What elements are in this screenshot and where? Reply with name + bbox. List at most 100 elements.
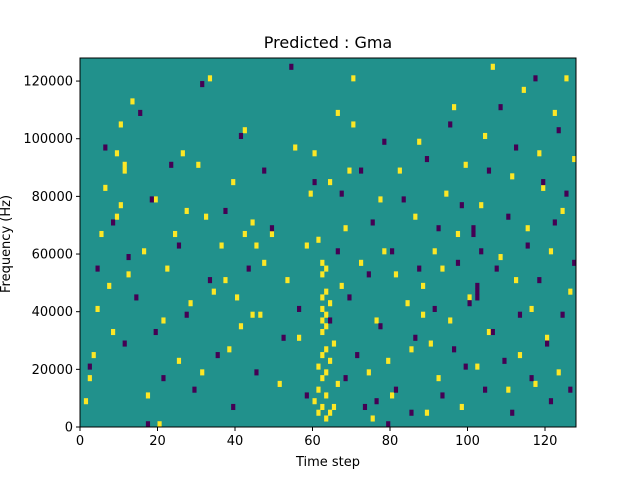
heatmap-cell-high xyxy=(304,242,309,249)
heatmap-cell-low xyxy=(560,311,565,318)
heatmap-cell-high xyxy=(320,403,325,411)
heatmap-cell-low xyxy=(386,421,391,428)
heatmap-cell-low xyxy=(161,375,166,382)
heatmap-cell-low xyxy=(541,179,546,186)
heatmap-cell-high xyxy=(514,277,519,284)
heatmap-cell-low xyxy=(374,398,379,405)
y-axis-label: Frequency (Hz) xyxy=(0,195,14,293)
heatmap-cell-high xyxy=(161,317,166,324)
heatmap-cell-high xyxy=(126,271,131,278)
heatmap-cell-high xyxy=(320,375,325,382)
heatmap-cell-high xyxy=(316,409,321,416)
heatmap-cell-high xyxy=(548,248,554,255)
heatmap-cell-high xyxy=(122,167,127,174)
heatmap-cell-high xyxy=(568,288,573,295)
heatmap-cell-high xyxy=(238,323,244,330)
y-tick-label: 0 xyxy=(65,421,73,436)
heatmap-cell-high xyxy=(188,300,193,307)
heatmap-cell-high xyxy=(490,63,495,70)
plot-area xyxy=(80,58,577,428)
heatmap-cell-high xyxy=(397,167,402,174)
heatmap-cell-high xyxy=(269,230,275,238)
heatmap-cell-high xyxy=(173,230,178,238)
heatmap-cell-high xyxy=(200,369,205,376)
heatmap-cell-low xyxy=(215,352,220,359)
heatmap-cell-high xyxy=(324,265,329,272)
heatmap-cell-high xyxy=(525,225,530,232)
heatmap-cell-high xyxy=(393,271,399,278)
heatmap-cell-low xyxy=(347,294,352,301)
heatmap-cell-high xyxy=(114,213,120,220)
heatmap-cell-low xyxy=(362,403,368,411)
heatmap-cell-high xyxy=(122,161,127,168)
heatmap-cell-high xyxy=(157,421,162,428)
heatmap-cell-high xyxy=(204,213,209,220)
heatmap-cell-high xyxy=(83,398,89,405)
heatmap-cell-low xyxy=(568,386,573,393)
heatmap-cell-low xyxy=(467,300,472,307)
heatmap-cell-high xyxy=(293,144,298,151)
heatmap-cell-high xyxy=(351,75,356,82)
heatmap-cell-low xyxy=(452,346,457,353)
heatmap-cell-low xyxy=(192,386,197,393)
heatmap-cell-high xyxy=(324,369,329,376)
heatmap-cell-low xyxy=(176,242,182,249)
heatmap-cell-high xyxy=(114,150,120,157)
x-tick-label: 80 xyxy=(382,434,399,449)
heatmap-cell-high xyxy=(529,305,534,312)
y-tick-label: 120000 xyxy=(23,75,73,90)
heatmap-cell-high xyxy=(324,288,329,295)
heatmap-cell-low xyxy=(238,132,244,140)
heatmap-cell-high xyxy=(467,294,472,301)
heatmap-cell-high xyxy=(564,75,569,82)
heatmap-cell-low xyxy=(552,219,557,226)
heatmap-cell-low xyxy=(498,104,503,111)
heatmap-cell-low xyxy=(475,288,480,295)
heatmap-cell-high xyxy=(382,248,387,255)
heatmap-cell-high xyxy=(409,346,414,353)
heatmap-cell-high xyxy=(552,109,557,116)
heatmap-cell-low xyxy=(382,138,387,145)
heatmap-cell-high xyxy=(328,179,333,186)
y-tick-label: 40000 xyxy=(32,305,73,320)
x-tick-label: 20 xyxy=(149,434,166,449)
heatmap-cell-low xyxy=(572,259,577,266)
heatmap-cell-low xyxy=(328,317,333,324)
heatmap-cell-low xyxy=(359,167,364,174)
heatmap-cell-low xyxy=(537,277,542,284)
heatmap-cell-low xyxy=(436,225,441,232)
heatmap-cell-low xyxy=(200,81,205,88)
heatmap-cell-high xyxy=(498,254,503,261)
heatmap-cell-low xyxy=(366,271,371,278)
heatmap-cell-high xyxy=(328,357,333,364)
heatmap-cell-low xyxy=(223,207,228,214)
heatmap-cell-high xyxy=(258,311,263,318)
heatmap-cell-high xyxy=(211,288,216,295)
heatmap-cell-low xyxy=(506,213,511,220)
heatmap-cell-high xyxy=(242,230,247,238)
heatmap-cell-low xyxy=(378,323,383,330)
heatmap-cell-high xyxy=(324,392,329,399)
heatmap-cell-low xyxy=(424,156,430,163)
heatmap-cell-high xyxy=(130,98,135,105)
heatmap-cell-high xyxy=(331,403,337,411)
heatmap-cell-high xyxy=(378,196,383,203)
heatmap-cell-low xyxy=(343,375,348,382)
heatmap-cell-high xyxy=(331,340,337,347)
heatmap-cell-low xyxy=(463,363,468,370)
heatmap-cell-high xyxy=(521,86,526,93)
heatmap-cell-low xyxy=(548,398,554,405)
heatmap-cell-high xyxy=(103,184,108,191)
heatmap-cell-high xyxy=(219,242,224,249)
heatmap-cell-low xyxy=(184,311,189,318)
heatmap-cell-high xyxy=(428,340,433,347)
heatmap-cell-high xyxy=(533,380,538,387)
heatmap-cell-high xyxy=(165,265,170,272)
heatmap-cell-low xyxy=(432,305,437,312)
heatmap-cell-high xyxy=(424,409,430,416)
heatmap-cell-high xyxy=(277,380,282,387)
heatmap-cell-high xyxy=(479,202,484,209)
heatmap-cell-low xyxy=(149,196,154,203)
heatmap-cell-high xyxy=(320,294,325,301)
heatmap-cell-high xyxy=(510,173,515,180)
